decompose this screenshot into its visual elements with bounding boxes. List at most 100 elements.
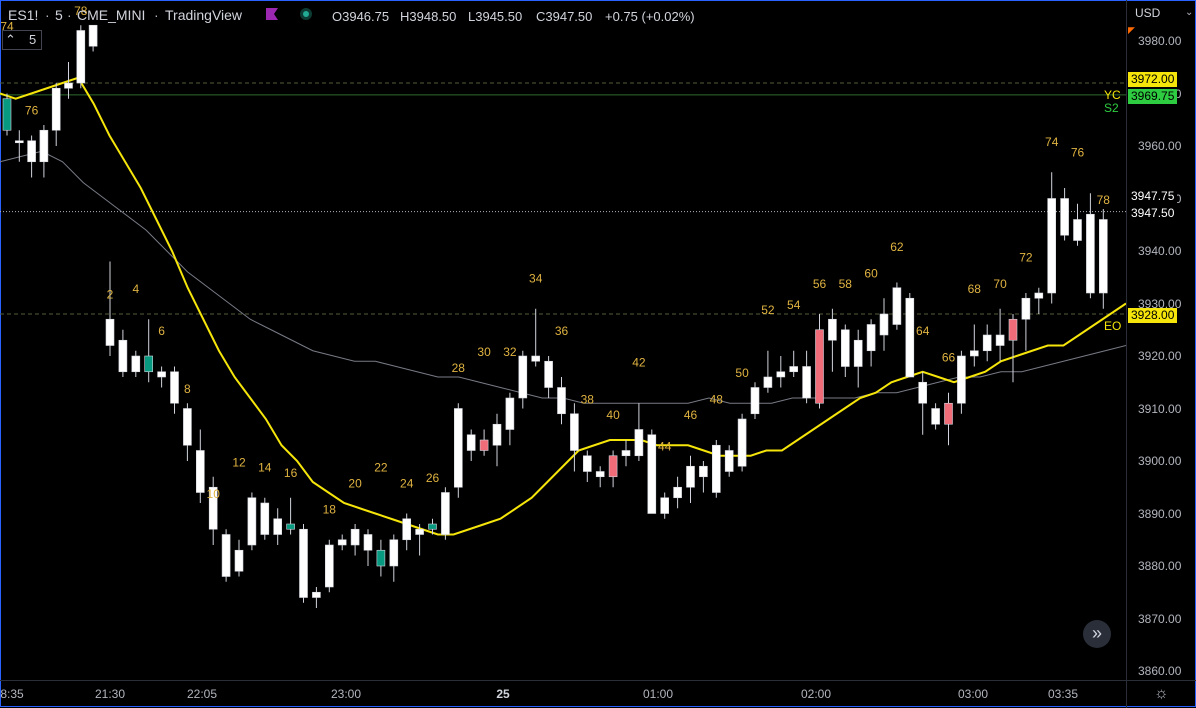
dot-separator: · bbox=[45, 7, 50, 23]
candle-body bbox=[312, 591, 321, 598]
candle-body bbox=[505, 397, 515, 430]
gear-icon[interactable]: ☼ bbox=[1154, 685, 1169, 702]
bar-count-label: 66 bbox=[942, 350, 956, 364]
candle-body bbox=[789, 366, 799, 373]
bar-count-label: 12 bbox=[232, 455, 246, 469]
time-tick-label: 01:00 bbox=[642, 687, 674, 701]
indicator-legend[interactable]: ⌃ 5 bbox=[2, 30, 42, 50]
candle-body bbox=[466, 434, 476, 451]
plot-area[interactable]: 74 78 76 2 4 6 8 10 12 14 16 18 20 22 24 26 28 30 32 34 36 38… bbox=[0, 0, 1126, 680]
candle-body bbox=[157, 371, 166, 378]
source-label: TradingView bbox=[165, 7, 243, 23]
legend-chevron-icon: ⌃ bbox=[5, 32, 16, 47]
close-price-badge: 3947.50 bbox=[1128, 206, 1178, 221]
bar-count-label: 38 bbox=[581, 392, 595, 406]
candle-body bbox=[802, 366, 811, 399]
candle-body bbox=[118, 339, 128, 373]
candle-body bbox=[982, 334, 992, 352]
candle-body bbox=[634, 429, 644, 457]
bar-count-label: 32 bbox=[503, 345, 517, 359]
candle-body bbox=[479, 439, 489, 451]
candle-body bbox=[853, 339, 863, 367]
candle-body bbox=[221, 534, 231, 577]
ohlc-change: +0.75 (+0.02%) bbox=[605, 9, 695, 24]
candle-body bbox=[815, 329, 824, 404]
candle-body bbox=[51, 87, 61, 131]
price-tick-label: 3940.00 bbox=[1138, 244, 1182, 258]
candle-body bbox=[557, 387, 566, 415]
bar-count-label: 4 bbox=[132, 282, 139, 296]
candle-body bbox=[866, 324, 876, 352]
bar-count-label: 46 bbox=[684, 408, 698, 422]
currency-dropdown-icon[interactable]: ⌄ bbox=[1185, 7, 1194, 18]
time-tick-label: 8:35 bbox=[0, 687, 24, 701]
bar-count-label: 78 bbox=[74, 4, 88, 18]
bar-count-label: 30 bbox=[477, 345, 491, 359]
candle-body bbox=[363, 534, 373, 551]
candle-body bbox=[170, 371, 179, 404]
candle-body bbox=[1073, 219, 1082, 241]
candle-body bbox=[879, 313, 889, 336]
candle-body bbox=[183, 408, 192, 446]
price-tick-label: 3860.00 bbox=[1138, 664, 1182, 678]
candle-body bbox=[247, 497, 257, 546]
candle-body bbox=[196, 450, 205, 493]
legend-value: 5 bbox=[29, 32, 37, 47]
candle-body bbox=[415, 528, 424, 535]
bar-count-label: 76 bbox=[1071, 146, 1085, 160]
candle-body bbox=[15, 140, 24, 144]
candle-body bbox=[905, 297, 915, 378]
candle-body bbox=[1021, 297, 1031, 320]
bar-count-label: 24 bbox=[400, 476, 414, 490]
bar-count-label: 42 bbox=[632, 356, 646, 370]
candle-body bbox=[105, 318, 115, 346]
candle-body bbox=[350, 528, 360, 546]
ema-slow-line bbox=[0, 150, 1126, 404]
eo-price-badge: 3928.00 bbox=[1128, 308, 1178, 323]
candle-body bbox=[1008, 318, 1018, 341]
price-tick-label: 3870.00 bbox=[1138, 611, 1182, 626]
price-axis[interactable]: USD ⌄ ◤ 3980.003970.003960.003950.003940… bbox=[1126, 0, 1196, 680]
candle-body bbox=[621, 450, 631, 457]
bar-count-label: 18 bbox=[323, 503, 337, 517]
candle-body bbox=[1099, 219, 1108, 294]
interval-label[interactable]: 5 bbox=[55, 7, 63, 23]
symbol-label[interactable]: ES1! bbox=[8, 7, 39, 23]
time-tick-label: 25 bbox=[496, 687, 510, 701]
dot-separator: · bbox=[154, 7, 159, 23]
bar-count-label: 40 bbox=[606, 408, 620, 422]
flag-icon[interactable] bbox=[265, 7, 279, 24]
candle-body bbox=[647, 434, 657, 514]
candle-body bbox=[299, 528, 308, 598]
bar-count-label: 36 bbox=[555, 324, 569, 338]
price-tick-label: 3960.00 bbox=[1138, 139, 1182, 153]
price-tick-label: 3930.00 bbox=[1138, 296, 1182, 311]
candle-body bbox=[39, 129, 49, 163]
candle-body bbox=[840, 329, 850, 367]
candle-body bbox=[88, 24, 98, 47]
candle-body bbox=[570, 413, 579, 451]
ema-fast-line bbox=[0, 76, 1126, 536]
time-axis[interactable]: 8:35 21:30 22:05 23:00 25 01:00 02:00 03:00 03:3… bbox=[0, 680, 1126, 708]
s2-price-badge: 3969.75 bbox=[1128, 89, 1178, 104]
price-tick-label: 3890.00 bbox=[1138, 506, 1182, 521]
currency-label[interactable]: USD bbox=[1135, 6, 1161, 20]
time-tick-label: 22:05 bbox=[186, 687, 218, 701]
candle-body bbox=[2, 98, 12, 131]
candle-body bbox=[273, 518, 283, 535]
candle-body bbox=[673, 486, 682, 499]
candle-body bbox=[1034, 292, 1044, 299]
ohlc-low: L3945.50 bbox=[468, 9, 523, 24]
time-tick-label: 03:35 bbox=[1047, 687, 1079, 701]
bar-count-label: 6 bbox=[158, 324, 165, 338]
time-tick-label: 23:00 bbox=[330, 687, 362, 701]
settings-corner[interactable]: ☼ bbox=[1126, 680, 1196, 708]
eo-label: EO bbox=[1104, 319, 1122, 333]
ohlc-close: C3947.50 bbox=[536, 9, 593, 24]
candle-body bbox=[737, 418, 747, 467]
exchange-label: CME_MINI bbox=[77, 7, 146, 23]
candle-body bbox=[699, 465, 708, 478]
scroll-to-realtime-button[interactable]: » bbox=[1083, 620, 1111, 648]
time-tick-label: 03:00 bbox=[957, 687, 989, 701]
